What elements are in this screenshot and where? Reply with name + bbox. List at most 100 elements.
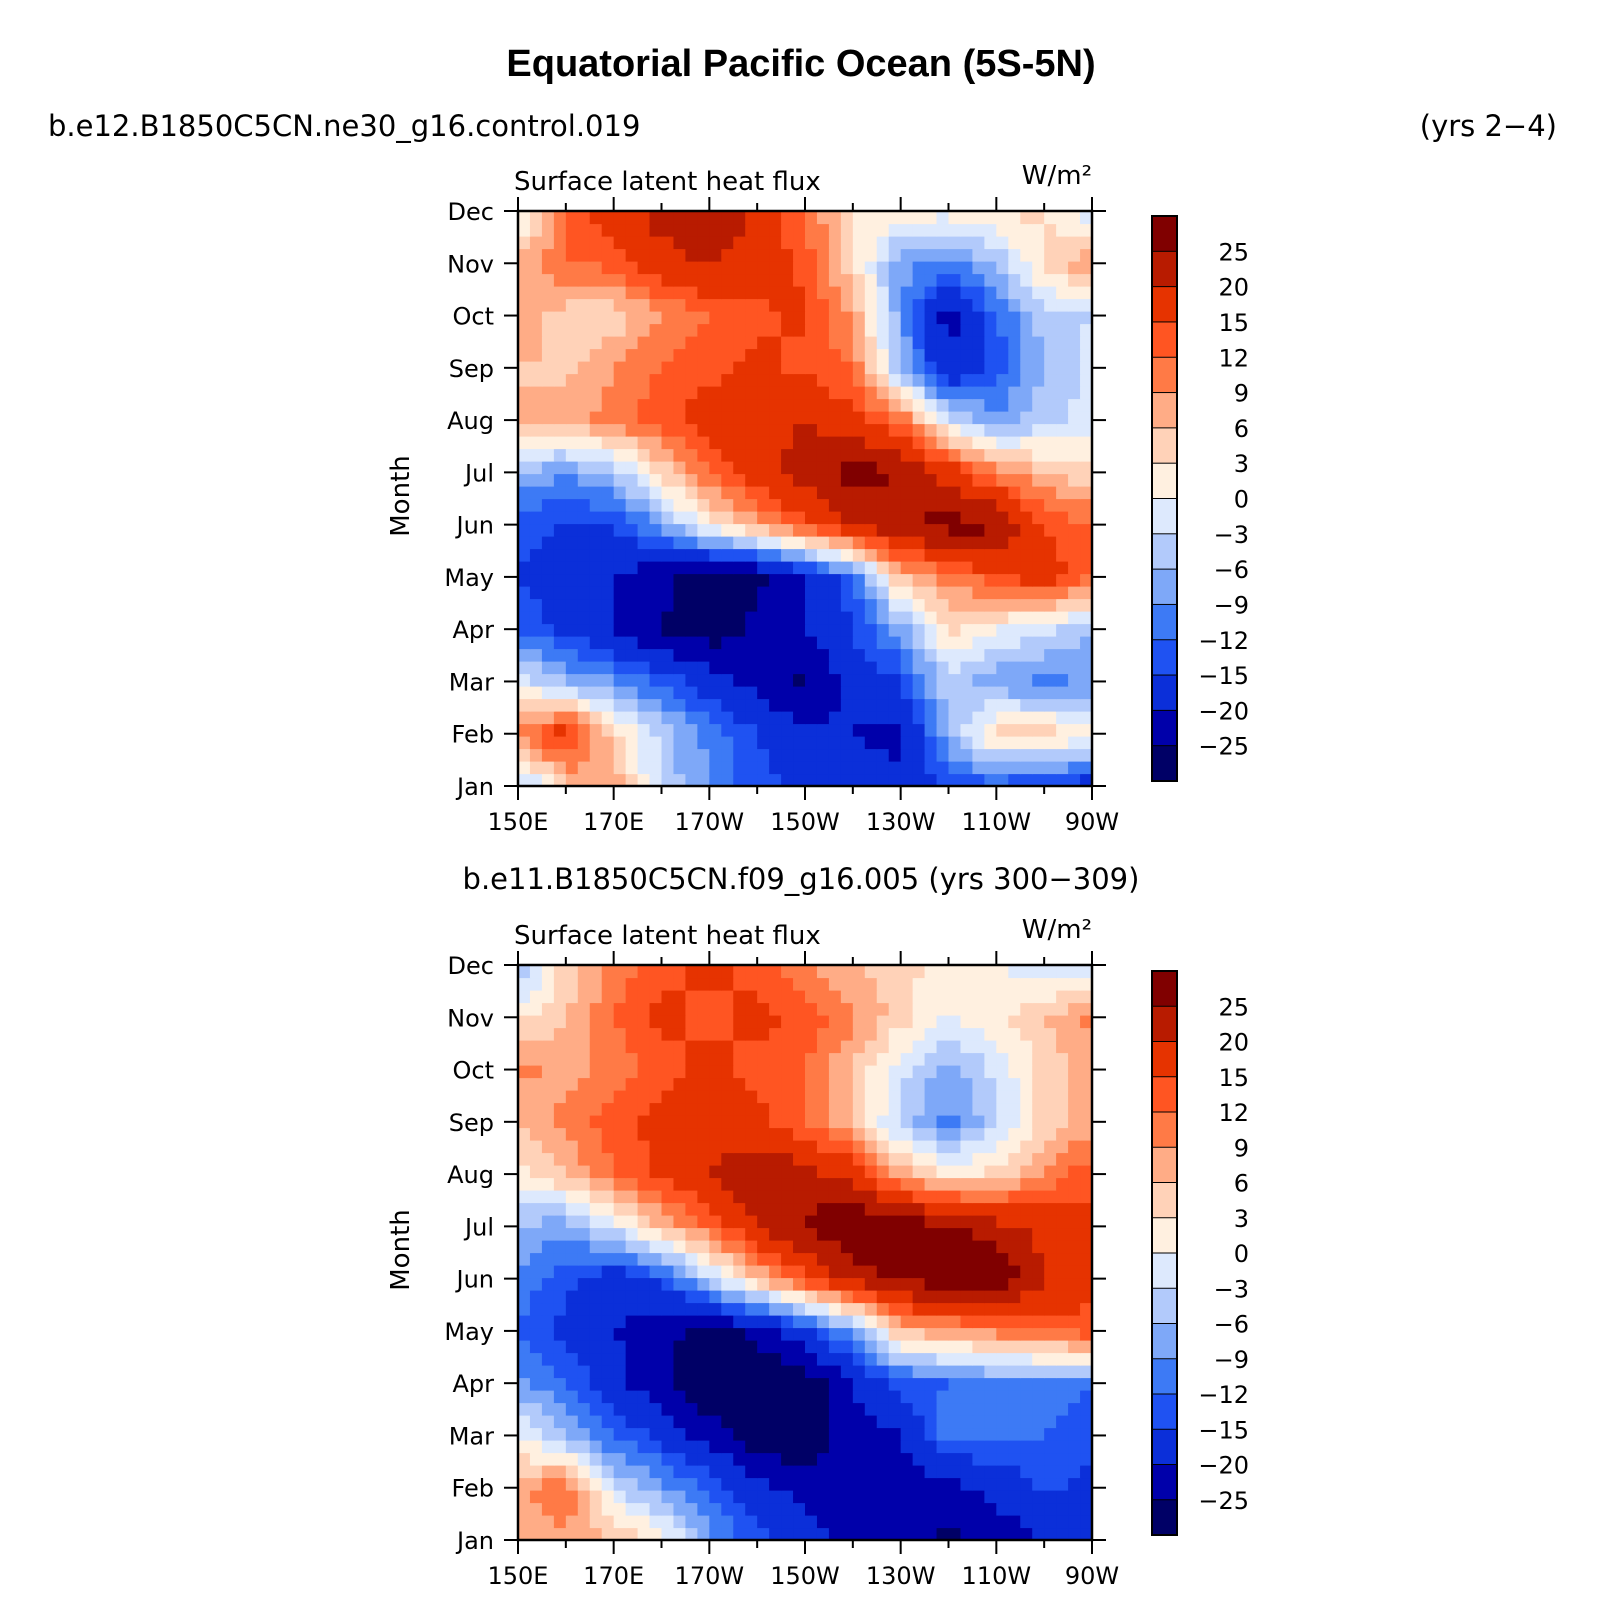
- heatmap-cell: [757, 1252, 770, 1266]
- heatmap-cell: [984, 1140, 997, 1154]
- heatmap-cell: [996, 1515, 1009, 1529]
- heatmap-cell: [601, 548, 615, 562]
- heatmap-cell: [685, 1315, 698, 1329]
- heatmap-cell: [864, 523, 878, 537]
- heatmap-cell: [781, 977, 794, 991]
- heatmap-cell: [793, 261, 806, 275]
- heatmap-cell: [709, 736, 722, 750]
- heatmap-cell: [828, 1527, 842, 1541]
- heatmap-cell: [553, 1415, 567, 1429]
- heatmap-cell: [900, 1240, 914, 1254]
- heatmap-cell: [781, 1252, 794, 1266]
- heatmap-cell: [673, 736, 687, 750]
- heatmap-cell: [721, 273, 734, 287]
- heatmap-cell: [661, 1290, 675, 1304]
- heatmap-cell: [745, 348, 758, 362]
- heatmap-cell: [793, 311, 806, 325]
- heatmap-cell: [745, 965, 758, 979]
- heatmap-cell: [948, 1077, 962, 1091]
- heatmap-cell: [541, 723, 555, 737]
- heatmap-cell: [948, 1040, 962, 1054]
- heatmap-cell: [697, 1277, 710, 1291]
- heatmap-cell: [589, 411, 603, 425]
- heatmap-cell: [781, 286, 794, 300]
- x-tick-label: 110W: [962, 1562, 1032, 1590]
- heatmap-cell: [876, 1252, 890, 1266]
- heatmap-cell: [709, 661, 722, 675]
- heatmap-cell: [601, 1340, 615, 1354]
- heatmap-cell: [1044, 1015, 1057, 1029]
- heatmap-cell: [565, 1215, 579, 1229]
- heatmap-cell: [924, 211, 938, 225]
- heatmap-cell: [673, 648, 687, 662]
- heatmap-cell: [805, 1440, 818, 1454]
- heatmap-cell: [864, 573, 878, 587]
- heatmap-cell: [972, 561, 985, 575]
- heatmap-cell: [518, 1027, 531, 1041]
- heatmap-cell: [805, 1315, 818, 1329]
- heatmap-cell: [769, 448, 782, 462]
- heatmap-cell: [888, 436, 902, 450]
- heatmap-cell: [876, 1140, 890, 1154]
- heatmap-cell: [529, 1077, 543, 1091]
- heatmap-cell: [673, 1502, 687, 1516]
- heatmap-cell: [565, 648, 579, 662]
- heatmap-cell: [1044, 511, 1057, 525]
- heatmap-cell: [769, 1215, 782, 1229]
- heatmap-cell: [649, 323, 663, 337]
- heatmap-cell: [781, 1377, 794, 1391]
- heatmap-cell: [1020, 336, 1033, 350]
- heatmap-cell: [828, 286, 842, 300]
- heatmap-cell: [733, 673, 746, 687]
- heatmap-cell: [1056, 536, 1069, 550]
- heatmap-cell: [984, 286, 997, 300]
- heatmap-cell: [948, 1427, 962, 1441]
- heatmap-cell: [1020, 623, 1033, 637]
- heatmap-cell: [518, 1415, 531, 1429]
- heatmap-cell: [805, 1165, 818, 1179]
- heatmap-cell: [876, 736, 890, 750]
- heatmap-cell: [518, 1152, 531, 1166]
- heatmap-cell: [996, 311, 1009, 325]
- heatmap-cell: [1068, 573, 1081, 587]
- heatmap-cell: [769, 1252, 782, 1266]
- x-tick-label: 150E: [488, 1562, 549, 1590]
- heatmap-cell: [960, 736, 974, 750]
- heatmap-cell: [553, 511, 567, 525]
- heatmap-cell: [769, 223, 782, 237]
- heatmap-cell: [864, 286, 878, 300]
- heatmap-cell: [948, 1202, 962, 1216]
- heatmap-cell: [864, 736, 878, 750]
- heatmap-cell: [840, 1052, 854, 1066]
- heatmap-cell: [816, 1477, 830, 1491]
- heatmap-cell: [685, 223, 698, 237]
- heatmap-cell: [852, 1515, 866, 1529]
- heatmap-cell: [1056, 1477, 1069, 1491]
- heatmap-cell: [1032, 348, 1045, 362]
- heatmap-cell: [721, 211, 734, 225]
- heatmap-cell: [709, 1165, 722, 1179]
- heatmap-cell: [577, 1502, 591, 1516]
- heatmap-cell: [852, 1277, 866, 1291]
- heatmap-cell: [816, 711, 830, 725]
- heatmap-cell: [649, 536, 663, 550]
- heatmap-cell: [793, 361, 806, 375]
- heatmap-cell: [793, 386, 806, 400]
- heatmap-cell: [948, 1440, 962, 1454]
- heatmap-cell: [924, 698, 938, 712]
- heatmap-cell: [1008, 761, 1021, 775]
- heatmap-cell: [996, 1015, 1009, 1029]
- heatmap-cell: [876, 1240, 890, 1254]
- heatmap-cell: [518, 673, 531, 687]
- heatmap-cell: [1032, 736, 1045, 750]
- heatmap-cell: [924, 273, 938, 287]
- heatmap-cell: [565, 448, 579, 462]
- heatmap-cell: [685, 1365, 698, 1379]
- heatmap-cell: [757, 773, 770, 787]
- heatmap-cell: [1044, 548, 1057, 562]
- heatmap-cell: [565, 977, 579, 991]
- heatmap-cell: [876, 1390, 890, 1404]
- heatmap-cell: [900, 1252, 914, 1266]
- heatmap-cell: [1032, 223, 1045, 237]
- heatmap-cell: [649, 611, 663, 625]
